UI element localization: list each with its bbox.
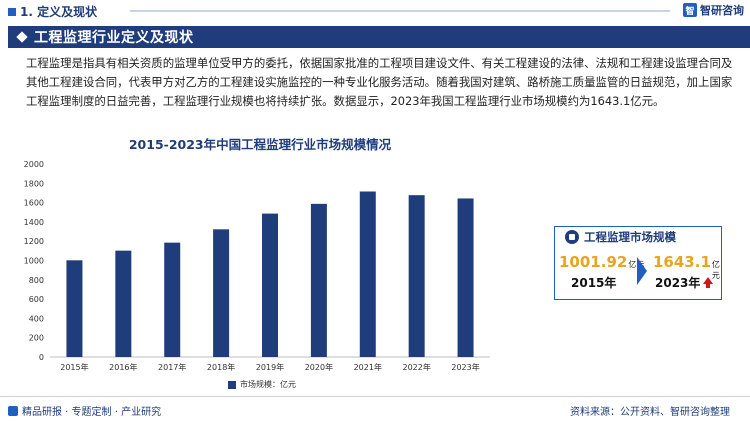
- x-tick-label: 2020年: [305, 362, 333, 372]
- top-bar: 1. 定义及现状 智 智研咨询: [0, 0, 750, 22]
- x-tick-label: 2018年: [207, 362, 235, 372]
- y-tick-label: 2000: [24, 160, 44, 169]
- intro-paragraph: 工程监理是指具有相关资质的监理单位受甲方的委托，依据国家批准的工程项目建设文件、…: [26, 56, 733, 108]
- y-tick-label: 200: [29, 334, 44, 343]
- page-title: 工程监理行业定义及现状: [34, 30, 194, 46]
- chart-title: 2015-2023年中国工程监理行业市场规模情况: [128, 137, 392, 152]
- chart-legend: 市场规模：亿元: [228, 379, 296, 390]
- x-tick-label: 2015年: [60, 362, 88, 372]
- bar-2023年: [457, 198, 474, 357]
- bar-2016年: [115, 250, 132, 357]
- y-tick-label: 800: [29, 276, 44, 285]
- y-tick-label: 1600: [24, 199, 44, 208]
- panel-header-text: 工程监理市场规模: [584, 230, 676, 244]
- bar-2022年: [408, 195, 425, 357]
- bar-2015年: [66, 260, 83, 357]
- left-year: 2015年: [571, 276, 617, 290]
- title-band: 工程监理行业定义及现状: [8, 26, 750, 48]
- x-tick-label: 2017年: [158, 362, 186, 372]
- bar-chart: 0 200 400 600 800 1000 1200 1400 1600 1800 2000 201…: [24, 160, 490, 372]
- x-tick-label: 2022年: [402, 362, 430, 372]
- footer-left: 精品研报 · 专题定制 · 产业研究: [8, 403, 161, 418]
- footer-rule: [0, 396, 750, 397]
- bar-2017年: [164, 242, 181, 357]
- bar-2021年: [359, 191, 376, 357]
- x-tick-label: 2019年: [256, 362, 284, 372]
- up-arrow-icon: [703, 277, 713, 284]
- diamond-icon: [16, 31, 28, 43]
- footer-source: 资料来源：公开资料、智研咨询整理: [570, 407, 730, 418]
- y-tick-label: 1200: [24, 237, 44, 246]
- footer-tagline: 精品研报 · 专题定制 · 产业研究: [22, 407, 162, 418]
- right-year: 2023年: [655, 276, 701, 290]
- up-arrow-stem: [706, 283, 710, 288]
- y-tick-label: 1800: [24, 179, 44, 188]
- y-tick-label: 0: [39, 353, 44, 362]
- footer-logo-icon: [8, 405, 18, 416]
- right-value-block: 1643.1 亿元: [653, 253, 721, 281]
- y-tick-label: 1000: [24, 257, 44, 266]
- bar-2020年: [310, 203, 327, 357]
- right-unit: 亿元: [711, 260, 720, 280]
- legend-label: 市场规模：亿元: [240, 380, 296, 389]
- chart-icon: [565, 230, 579, 244]
- arrow-right-icon: [637, 257, 647, 285]
- brand-logo-icon: 智: [683, 3, 697, 17]
- left-unit: 亿元: [628, 260, 645, 269]
- bar-2018年: [213, 229, 230, 357]
- bar-2019年: [262, 213, 278, 357]
- section-label: 1. 定义及现状: [8, 3, 97, 20]
- section-marker-icon: [8, 7, 16, 16]
- y-tick-label: 600: [29, 295, 44, 304]
- market-size-panel: 工程监理市场规模 1001.92 亿元 2015年 1643.1 亿元 2023…: [554, 226, 722, 300]
- left-value-block: 1001.92 亿元: [559, 253, 644, 271]
- panel-header: 工程监理市场规模: [555, 227, 721, 247]
- y-tick-label: 400: [29, 314, 44, 323]
- brand-name: 智研咨询: [700, 4, 744, 17]
- brand: 智 智研咨询: [683, 2, 744, 18]
- top-rule: [130, 10, 670, 12]
- y-tick-label: 1400: [24, 218, 44, 227]
- x-tick-label: 2023年: [451, 362, 479, 372]
- x-tick-label: 2021年: [354, 362, 382, 372]
- left-value: 1001.92: [559, 253, 628, 271]
- section-label-text: 1. 定义及现状: [20, 5, 98, 19]
- x-tick-label: 2016年: [109, 362, 137, 372]
- legend-swatch: [228, 380, 236, 389]
- right-value: 1643.1: [653, 253, 711, 271]
